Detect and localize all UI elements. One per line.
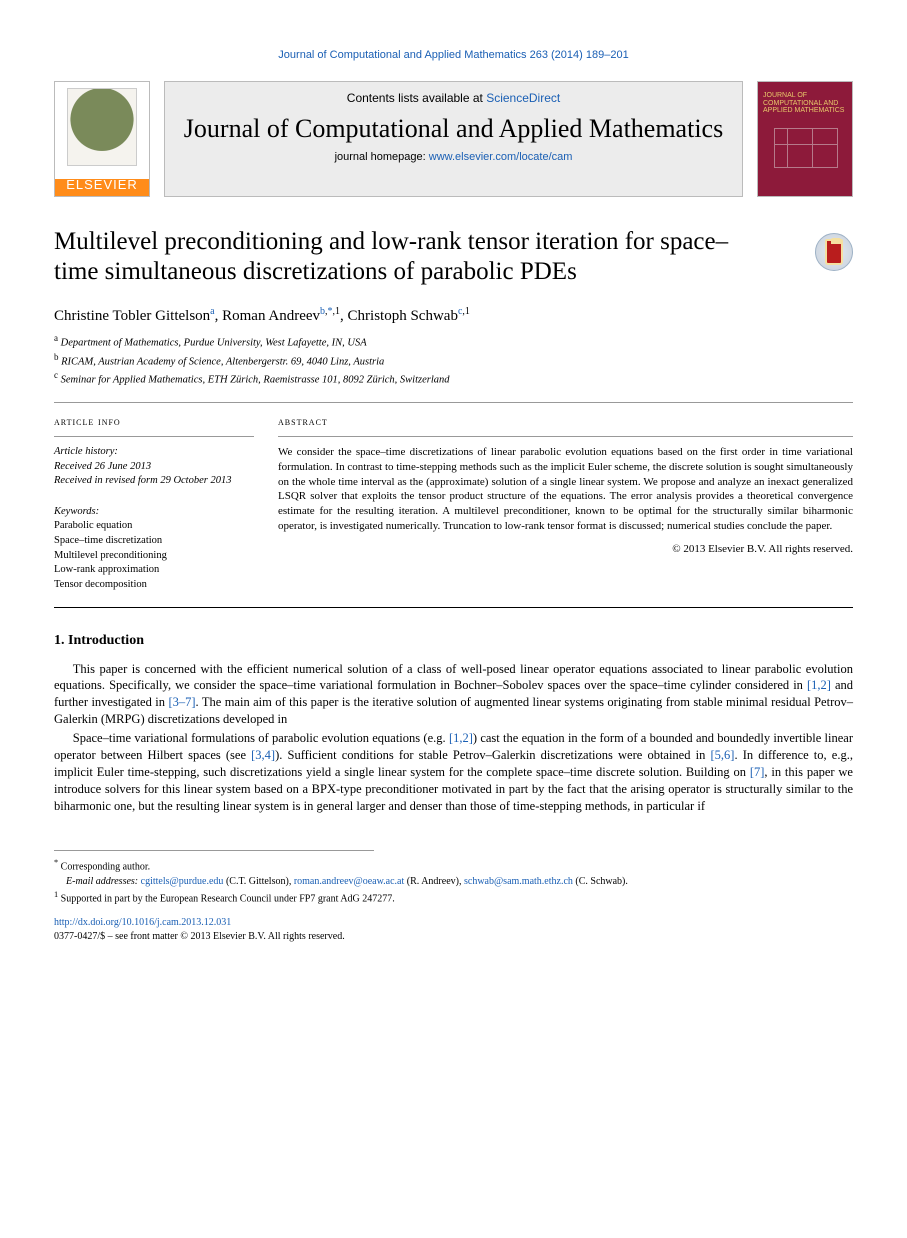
section-heading: 1. Introduction [54, 632, 853, 651]
email-2[interactable]: schwab@sam.math.ethz.ch [464, 876, 573, 887]
journal-name: Journal of Computational and Applied Mat… [175, 114, 732, 144]
journal-cover-thumb: JOURNAL OF COMPUTATIONAL AND APPLIED MAT… [757, 81, 853, 197]
doi-link[interactable]: http://dx.doi.org/10.1016/j.cam.2013.12.… [54, 917, 231, 928]
aff-1-letter: b [54, 352, 59, 362]
homepage-prefix: journal homepage: [335, 151, 429, 163]
email-0-who: (C.T. Gittelson) [226, 876, 289, 887]
author-2-aff[interactable]: c [458, 306, 462, 317]
abstract-label: abstract [278, 415, 853, 430]
section-title: Introduction [68, 633, 144, 648]
keyword-3: Low-rank approximation [54, 563, 254, 578]
author-1-aff[interactable]: b [320, 306, 325, 317]
aff-2-letter: c [54, 370, 58, 380]
email-1-who: (R. Andreev) [407, 876, 459, 887]
email-0[interactable]: cgittels@purdue.edu [141, 876, 224, 887]
affiliations: a Department of Mathematics, Purdue Univ… [54, 332, 853, 388]
ref-link[interactable]: [5,6] [710, 748, 734, 762]
elsevier-tree-icon [67, 88, 137, 166]
abstract-text: We consider the space–time discretizatio… [278, 445, 853, 534]
elsevier-label: ELSEVIER [55, 176, 149, 194]
p1-t1: This paper is concerned with the efficie… [54, 662, 853, 693]
email-2-who: (C. Schwab) [575, 876, 625, 887]
ref-link[interactable]: [7] [750, 765, 765, 779]
masthead: ELSEVIER Contents lists available at Sci… [54, 81, 853, 197]
bookmark-icon [825, 239, 843, 265]
body-text: This paper is concerned with the efficie… [54, 661, 853, 815]
note1-text: Supported in part by the European Resear… [61, 893, 395, 904]
footnote-rule [54, 850, 374, 857]
history-1: Received 26 June 2013 [54, 460, 254, 475]
ref-link[interactable]: [1,2] [807, 678, 831, 692]
divider [278, 436, 853, 437]
author-1-note: 1 [335, 306, 340, 317]
keywords-label: Keywords: [54, 505, 254, 519]
crossmark-badge[interactable] [815, 233, 853, 271]
article-history: Article history: Received 26 June 2013 R… [54, 445, 254, 489]
corr-label: Corresponding author. [61, 862, 150, 873]
cover-graphic-icon [774, 128, 838, 168]
section-number: 1. [54, 633, 65, 648]
note1-marker: 1 [54, 890, 58, 899]
keyword-2: Multilevel preconditioning [54, 549, 254, 564]
p2-t1: Space–time variational formulations of p… [73, 731, 449, 745]
homepage-link[interactable]: www.elsevier.com/locate/cam [429, 151, 573, 163]
keyword-4: Tensor decomposition [54, 578, 254, 593]
running-header: Journal of Computational and Applied Mat… [54, 48, 853, 63]
aff-1-text: RICAM, Austrian Academy of Science, Alte… [61, 356, 384, 367]
article-info-label: article info [54, 415, 254, 430]
sciencedirect-link[interactable]: ScienceDirect [486, 91, 560, 105]
keyword-0: Parabolic equation [54, 519, 254, 534]
heavy-divider [54, 607, 853, 608]
bottom-copyright: 0377-0427/$ – see front matter © 2013 El… [54, 930, 853, 944]
paper-title: Multilevel preconditioning and low-rank … [54, 227, 741, 287]
cover-title: JOURNAL OF COMPUTATIONAL AND APPLIED MAT… [763, 92, 847, 115]
aff-0-text: Department of Mathematics, Purdue Univer… [61, 338, 367, 349]
p2-t3: ). Sufficient conditions for stable Petr… [275, 748, 710, 762]
contents-prefix: Contents lists available at [347, 91, 486, 105]
ref-link[interactable]: [3–7] [168, 695, 195, 709]
author-1-corr[interactable]: * [328, 306, 333, 317]
authors: Christine Tobler Gittelsona, Roman Andre… [54, 305, 853, 326]
history-0: Article history: [54, 445, 254, 460]
ref-link[interactable]: [3,4] [251, 748, 275, 762]
keywords: Parabolic equation Space–time discretiza… [54, 519, 254, 592]
aff-0-letter: a [54, 333, 58, 343]
abstract-copyright: © 2013 Elsevier B.V. All rights reserved… [278, 542, 853, 557]
keyword-1: Space–time discretization [54, 534, 254, 549]
author-2-note: 1 [465, 306, 470, 317]
ref-link[interactable]: [1,2] [449, 731, 473, 745]
divider [54, 436, 254, 437]
corr-marker-icon: * [54, 858, 58, 867]
aff-2-text: Seminar for Applied Mathematics, ETH Zür… [61, 375, 450, 386]
divider [54, 402, 853, 403]
author-1-name: Roman Andreev [222, 308, 320, 324]
author-0-name: Christine Tobler Gittelson [54, 308, 210, 324]
author-0-aff[interactable]: a [210, 306, 214, 317]
email-1[interactable]: roman.andreev@oeaw.ac.at [294, 876, 404, 887]
elsevier-logo: ELSEVIER [54, 81, 150, 197]
journal-banner: Contents lists available at ScienceDirec… [164, 81, 743, 197]
history-2: Received in revised form 29 October 2013 [54, 474, 254, 489]
emails-label: E-mail addresses: [66, 876, 138, 887]
author-2-name: Christoph Schwab [348, 308, 458, 324]
